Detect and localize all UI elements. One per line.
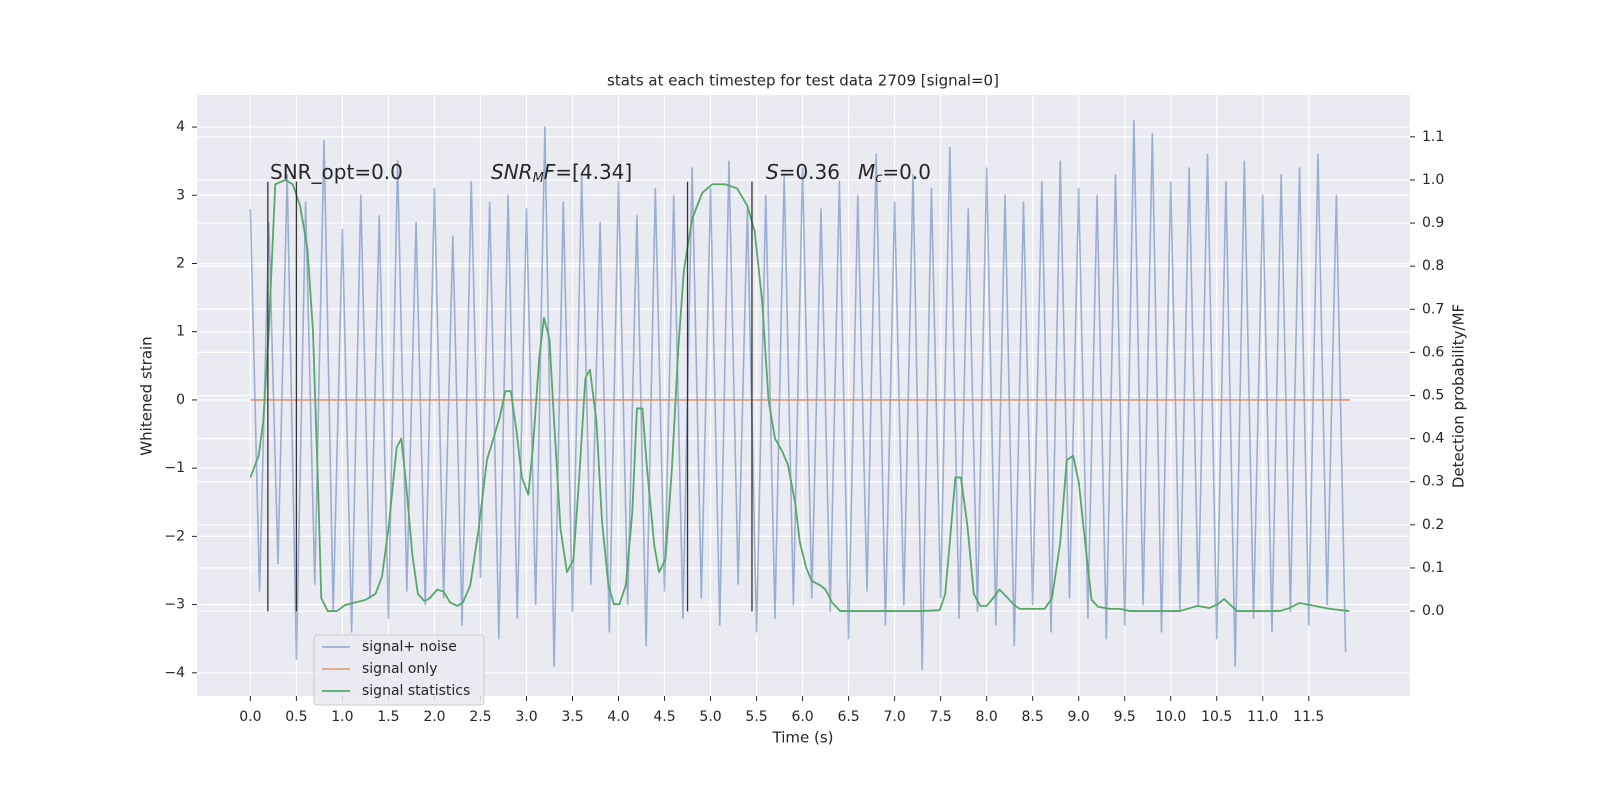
x-tick-label: 0.5 xyxy=(285,709,307,725)
x-tick-label: 9.5 xyxy=(1114,709,1136,725)
series-line xyxy=(249,179,1350,612)
y-tick-label: 2 xyxy=(176,255,185,271)
y-tick-label: 0 xyxy=(176,392,185,408)
legend-label: signal+ noise xyxy=(362,639,457,655)
x-tick-label: 7.5 xyxy=(929,709,951,725)
legend-label: signal only xyxy=(362,661,437,677)
annotation-part: c xyxy=(875,171,882,186)
legend-box xyxy=(313,634,485,706)
y2-tick-label: 1.0 xyxy=(1422,172,1444,188)
y2-axis-label: Detection probability/MF xyxy=(1450,304,1468,488)
x-tick-label: 2.5 xyxy=(469,709,491,725)
x-tick-label: 1.0 xyxy=(331,709,353,725)
x-tick-label: 9.0 xyxy=(1068,709,1090,725)
x-tick-label: 6.0 xyxy=(791,709,813,725)
y-tick-label: −3 xyxy=(164,597,185,613)
ticks: 0.0 0.5 1.0 1.5 2.0 2.5 3.0 3.5 4.0 4.5 5.0 5.5 6.0 6… xyxy=(164,119,1444,725)
y-tick-label: 3 xyxy=(176,187,185,203)
y-tick-label: −4 xyxy=(164,665,185,681)
y2-tick-label: 0.9 xyxy=(1422,215,1444,231)
y2-tick-label: 0.2 xyxy=(1422,517,1444,533)
annotation: S=0.36 Mc=0.0 xyxy=(766,160,931,186)
x-tick-label: 6.5 xyxy=(837,709,859,725)
y2-tick-label: 0.1 xyxy=(1422,560,1444,576)
x-tick-label: 11.5 xyxy=(1293,709,1324,725)
annotation-part: =0.36 xyxy=(779,160,840,184)
annotation-part: =[4.34] xyxy=(555,160,632,184)
y2-tick-label: 0.8 xyxy=(1422,258,1444,274)
y2-tick-label: 0.0 xyxy=(1422,603,1444,619)
x-tick-label: 5.5 xyxy=(745,709,767,725)
y2-tick-label: 0.7 xyxy=(1422,301,1444,317)
x-tick-label: 0.0 xyxy=(239,709,261,725)
annotation-part: SNR_opt=0.0 xyxy=(270,160,403,184)
x-tick-label: 5.0 xyxy=(699,709,721,725)
x-tick-label: 8.0 xyxy=(976,709,998,725)
y-tick-label: −1 xyxy=(164,460,185,476)
y2-tick-label: 0.4 xyxy=(1422,431,1444,447)
x-tick-label: 3.5 xyxy=(561,709,583,725)
x-tick-label: 10.0 xyxy=(1155,709,1186,725)
y-tick-label: 1 xyxy=(176,324,185,340)
x-tick-label: 3.0 xyxy=(515,709,537,725)
annotation: SNRMF=[4.34] xyxy=(491,160,632,186)
series-line xyxy=(249,119,1347,671)
x-tick-label: 7.0 xyxy=(883,709,905,725)
y2-tick-label: 0.3 xyxy=(1422,474,1444,490)
annotation-part: M xyxy=(533,171,544,186)
marks xyxy=(249,119,1351,671)
x-tick-label: 8.5 xyxy=(1022,709,1044,725)
y-tick-label: −2 xyxy=(164,528,185,544)
x-axis-label: Time (s) xyxy=(772,729,834,747)
x-tick-label: 4.0 xyxy=(607,709,629,725)
annotation: SNR_opt=0.0 xyxy=(270,160,403,184)
x-tick-label: 11.0 xyxy=(1247,709,1278,725)
annotation-part: M xyxy=(858,160,875,184)
y2-tick-label: 0.5 xyxy=(1422,388,1444,404)
x-tick-label: 1.5 xyxy=(377,709,399,725)
y-axis-label: Whitened strain xyxy=(138,336,156,455)
y-tick-label: 4 xyxy=(176,119,185,135)
chart-title: stats at each timestep for test data 270… xyxy=(607,72,999,90)
x-tick-label: 10.5 xyxy=(1201,709,1232,725)
legend-label: signal statistics xyxy=(362,683,470,699)
annotation-part: S xyxy=(766,160,779,184)
y2-tick-label: 1.1 xyxy=(1422,129,1444,145)
annotation-part: SNR xyxy=(491,160,533,184)
annotation-part: =0.0 xyxy=(882,160,931,184)
x-tick-label: 4.5 xyxy=(653,709,675,725)
annotation-part: F xyxy=(544,160,556,184)
legend: signal+ noise signal only signal statistic… xyxy=(313,634,485,706)
x-tick-label: 2.0 xyxy=(423,709,445,725)
y2-tick-label: 0.6 xyxy=(1422,344,1444,360)
